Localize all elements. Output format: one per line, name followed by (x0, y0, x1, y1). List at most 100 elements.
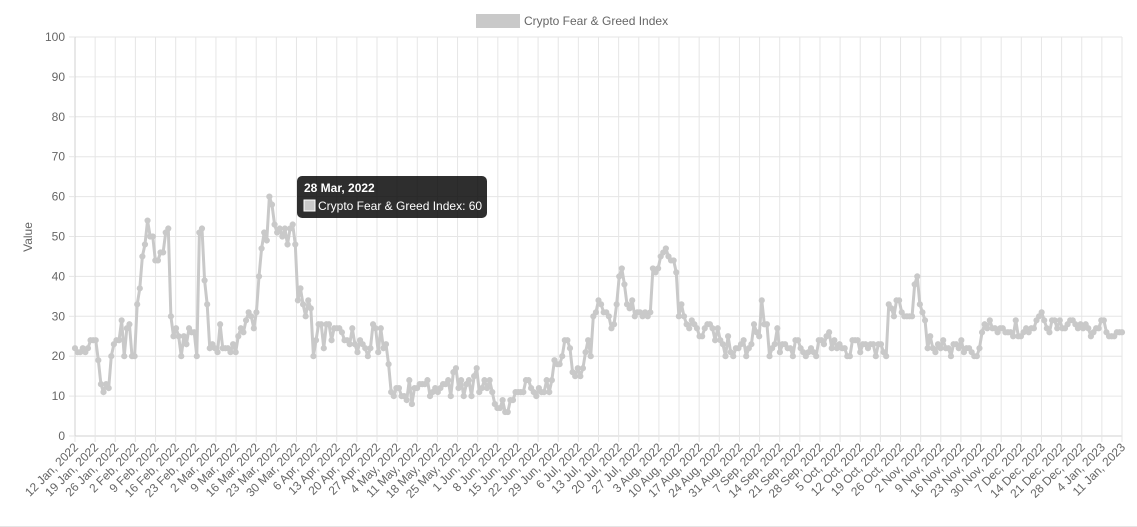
data-point[interactable] (465, 377, 473, 384)
data-point[interactable] (577, 373, 584, 380)
data-point[interactable] (160, 249, 167, 256)
data-point[interactable] (525, 377, 532, 384)
data-point[interactable] (766, 353, 773, 360)
data-point[interactable] (921, 317, 929, 324)
data-point[interactable] (191, 329, 198, 336)
data-point[interactable] (263, 237, 270, 244)
data-point[interactable] (367, 345, 374, 352)
data-point[interactable] (235, 333, 242, 340)
data-point[interactable] (483, 385, 491, 392)
data-point[interactable] (320, 345, 327, 352)
data-point[interactable] (572, 373, 579, 380)
data-point[interactable] (984, 325, 991, 332)
data-point[interactable] (750, 321, 758, 328)
data-point[interactable] (579, 365, 587, 372)
data-point[interactable] (232, 349, 239, 356)
data-point[interactable] (789, 353, 796, 360)
data-point[interactable] (911, 281, 918, 288)
data-point[interactable] (670, 257, 677, 264)
data-point[interactable] (172, 325, 180, 332)
data-point[interactable] (121, 353, 128, 360)
data-point[interactable] (499, 396, 506, 404)
data-point[interactable] (973, 353, 980, 360)
data-point[interactable] (621, 281, 628, 288)
data-point[interactable] (540, 389, 548, 396)
data-point[interactable] (680, 313, 688, 320)
data-point[interactable] (258, 245, 265, 252)
data-point[interactable] (924, 345, 931, 352)
series-crypto-fear-greed[interactable] (71, 193, 1126, 416)
legend-swatch[interactable] (476, 14, 520, 28)
data-point[interactable] (1100, 317, 1107, 324)
data-point[interactable] (1118, 329, 1126, 336)
data-point[interactable] (771, 341, 778, 348)
data-point[interactable] (877, 341, 885, 348)
data-point[interactable] (214, 349, 221, 356)
data-point[interactable] (481, 377, 488, 384)
data-point[interactable] (673, 269, 680, 276)
data-point[interactable] (908, 313, 916, 320)
data-point[interactable] (1054, 325, 1061, 332)
data-point[interactable] (743, 353, 750, 360)
data-point[interactable] (424, 377, 431, 384)
data-point[interactable] (763, 321, 771, 328)
data-point[interactable] (520, 389, 527, 396)
data-point[interactable] (154, 257, 162, 264)
data-point[interactable] (1012, 317, 1019, 324)
data-point[interactable] (97, 381, 105, 388)
data-point[interactable] (841, 345, 848, 352)
data-point[interactable] (452, 365, 460, 372)
data-point[interactable] (597, 301, 605, 308)
data-point[interactable] (100, 389, 107, 396)
data-point[interactable] (740, 337, 747, 344)
data-point[interactable] (978, 329, 986, 336)
data-point[interactable] (509, 396, 517, 404)
data-point[interactable] (592, 309, 600, 316)
data-point[interactable] (458, 377, 465, 384)
data-point[interactable] (105, 385, 112, 392)
legend-label[interactable]: Crypto Fear & Greed Index (524, 14, 668, 28)
data-point[interactable] (1085, 325, 1092, 332)
data-point[interactable] (693, 325, 701, 332)
data-point[interactable] (108, 353, 115, 360)
data-point[interactable] (193, 353, 200, 360)
data-point[interactable] (403, 396, 410, 404)
data-point[interactable] (144, 217, 151, 224)
data-point[interactable] (328, 337, 335, 344)
data-point[interactable] (139, 253, 146, 260)
data-point[interactable] (932, 349, 939, 356)
data-point[interactable] (828, 345, 835, 352)
data-point[interactable] (468, 393, 475, 400)
data-point[interactable] (201, 277, 208, 284)
data-point[interactable] (699, 333, 706, 340)
data-point[interactable] (1046, 329, 1053, 336)
data-point[interactable] (1038, 309, 1045, 316)
data-point[interactable] (1030, 325, 1037, 332)
data-point[interactable] (678, 301, 685, 308)
data-point[interactable] (919, 309, 926, 316)
data-point[interactable] (914, 273, 921, 280)
data-point[interactable] (774, 325, 781, 332)
data-point[interactable] (675, 313, 682, 320)
data-point[interactable] (305, 297, 312, 304)
data-point[interactable] (115, 337, 123, 344)
data-point[interactable] (714, 325, 721, 332)
data-point[interactable] (709, 325, 716, 332)
data-point[interactable] (408, 400, 416, 408)
data-point[interactable] (610, 321, 618, 328)
data-point[interactable] (574, 365, 581, 372)
data-point[interactable] (976, 345, 983, 352)
data-point[interactable] (820, 341, 828, 348)
data-point[interactable] (294, 297, 301, 304)
data-point[interactable] (888, 305, 895, 312)
data-point[interactable] (297, 285, 304, 292)
data-point[interactable] (377, 325, 384, 332)
data-point[interactable] (533, 393, 540, 400)
data-point[interactable] (217, 321, 224, 328)
data-point[interactable] (546, 389, 553, 396)
data-point[interactable] (787, 345, 794, 352)
data-point[interactable] (940, 337, 947, 344)
data-point[interactable] (395, 385, 403, 392)
data-point[interactable] (292, 241, 299, 248)
data-point[interactable] (183, 341, 190, 348)
